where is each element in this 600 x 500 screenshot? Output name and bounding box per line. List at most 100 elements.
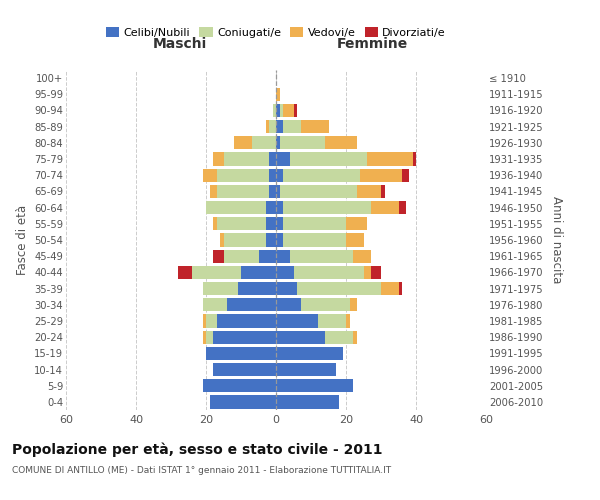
Bar — [265, 217, 276, 230]
Bar — [203, 282, 238, 295]
Bar — [413, 152, 416, 166]
Bar — [241, 266, 276, 279]
Bar — [280, 104, 283, 117]
Bar — [371, 266, 381, 279]
Bar — [402, 168, 409, 182]
Bar — [398, 201, 406, 214]
Bar — [290, 152, 367, 166]
Bar — [381, 185, 385, 198]
Legend: Celibi/Nubili, Coniugati/e, Vedovi/e, Divorziati/e: Celibi/Nubili, Coniugati/e, Vedovi/e, Di… — [101, 23, 451, 42]
Bar — [276, 201, 283, 214]
Bar — [276, 298, 301, 312]
Bar — [223, 234, 265, 246]
Bar — [203, 314, 206, 328]
Bar — [276, 217, 283, 230]
Bar — [251, 136, 276, 149]
Y-axis label: Fasce di età: Fasce di età — [16, 205, 29, 275]
Bar — [259, 250, 276, 263]
Bar — [269, 168, 276, 182]
Bar — [276, 168, 283, 182]
Bar — [206, 346, 276, 360]
Bar — [276, 363, 335, 376]
Bar — [272, 104, 276, 117]
Bar — [276, 282, 297, 295]
Bar — [265, 234, 276, 246]
Bar — [227, 298, 276, 312]
Bar — [269, 185, 276, 198]
Bar — [346, 217, 367, 230]
Bar — [209, 396, 276, 408]
Bar — [276, 234, 283, 246]
Bar — [364, 266, 371, 279]
Bar — [325, 136, 356, 149]
Bar — [349, 298, 356, 312]
Bar — [217, 314, 276, 328]
Bar — [293, 104, 297, 117]
Bar — [353, 250, 371, 263]
Bar — [280, 185, 356, 198]
Bar — [276, 346, 343, 360]
Bar — [346, 234, 364, 246]
Bar — [265, 120, 269, 134]
Bar — [293, 266, 364, 279]
Bar — [213, 250, 223, 263]
Bar — [269, 120, 276, 134]
Bar — [217, 185, 269, 198]
Bar — [276, 152, 290, 166]
Bar — [280, 136, 325, 149]
Bar — [213, 217, 217, 230]
Bar — [276, 88, 280, 101]
Bar — [220, 234, 223, 246]
Bar — [367, 152, 413, 166]
Bar — [381, 282, 398, 295]
Bar — [265, 201, 276, 214]
Bar — [371, 201, 398, 214]
Bar — [206, 314, 217, 328]
Bar — [238, 282, 276, 295]
Bar — [301, 120, 329, 134]
Bar — [213, 330, 276, 344]
Bar — [346, 314, 349, 328]
Bar — [318, 314, 346, 328]
Bar — [360, 168, 402, 182]
Bar — [283, 104, 293, 117]
Bar — [301, 298, 349, 312]
Bar — [276, 396, 339, 408]
Text: COMUNE DI ANTILLO (ME) - Dati ISTAT 1° gennaio 2011 - Elaborazione TUTTITALIA.IT: COMUNE DI ANTILLO (ME) - Dati ISTAT 1° g… — [12, 466, 391, 475]
Bar — [213, 152, 223, 166]
Bar — [283, 234, 346, 246]
Bar — [398, 282, 402, 295]
Bar — [276, 185, 280, 198]
Bar — [203, 168, 217, 182]
Bar — [213, 363, 276, 376]
Bar — [206, 330, 213, 344]
Bar — [192, 266, 241, 279]
Bar — [276, 379, 353, 392]
Text: Maschi: Maschi — [152, 38, 206, 52]
Bar — [276, 120, 283, 134]
Bar — [276, 136, 280, 149]
Bar — [356, 185, 381, 198]
Bar — [217, 168, 269, 182]
Text: Popolazione per età, sesso e stato civile - 2011: Popolazione per età, sesso e stato civil… — [12, 442, 383, 457]
Bar — [217, 217, 265, 230]
Bar — [203, 379, 276, 392]
Bar — [206, 201, 265, 214]
Bar — [223, 250, 259, 263]
Bar — [283, 201, 371, 214]
Bar — [325, 330, 353, 344]
Bar — [209, 185, 217, 198]
Bar — [234, 136, 251, 149]
Bar — [283, 120, 301, 134]
Bar — [283, 168, 360, 182]
Text: Femmine: Femmine — [337, 38, 408, 52]
Bar — [297, 282, 381, 295]
Bar — [276, 266, 293, 279]
Bar — [178, 266, 192, 279]
Bar — [276, 250, 290, 263]
Bar — [276, 104, 280, 117]
Bar — [203, 298, 227, 312]
Bar — [353, 330, 356, 344]
Bar — [276, 330, 325, 344]
Y-axis label: Anni di nascita: Anni di nascita — [550, 196, 563, 284]
